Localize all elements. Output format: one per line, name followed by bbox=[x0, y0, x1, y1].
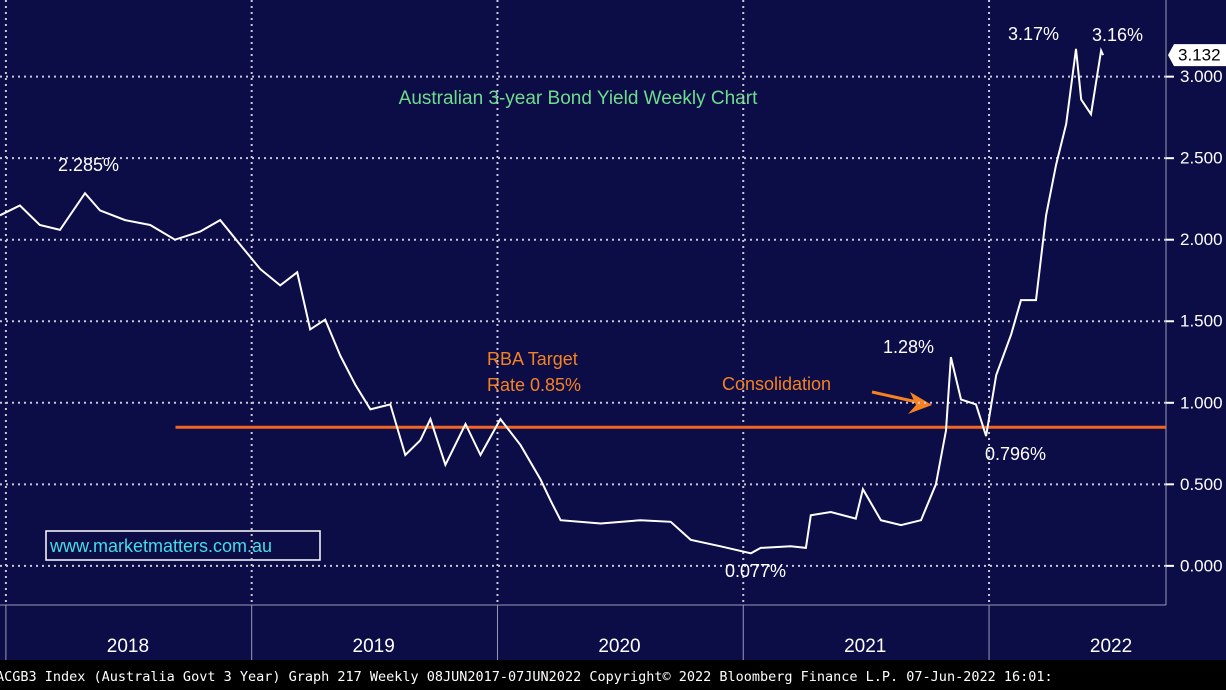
footer: ACGB3 Index (Australia Govt 3 Year) Grap… bbox=[0, 669, 1053, 685]
x-tick-label: 2018 bbox=[107, 636, 149, 657]
y-tick-label: 2.000 bbox=[1180, 230, 1223, 249]
annotation: 2.285% bbox=[58, 155, 119, 175]
x-tick-label: 2021 bbox=[844, 636, 886, 657]
annotation: 1.28% bbox=[883, 337, 934, 357]
annotation: 0.077% bbox=[725, 561, 786, 581]
annotation: RBA Target bbox=[487, 349, 578, 369]
y-tick-label: 0.500 bbox=[1180, 475, 1223, 494]
watermark-box bbox=[45, 530, 321, 561]
annotation: 0.796% bbox=[985, 444, 1046, 464]
x-tick-label: 2020 bbox=[598, 636, 640, 657]
watermark: www.marketmatters.com.au bbox=[49, 536, 272, 556]
last-value-label: 3.132 bbox=[1178, 46, 1221, 65]
y-tick-label: 1.000 bbox=[1180, 393, 1223, 412]
annotation: Consolidation bbox=[722, 374, 831, 394]
background bbox=[0, 0, 1226, 660]
chart-title: Australian 3-year Bond Yield Weekly Char… bbox=[399, 88, 758, 109]
line bbox=[0, 47, 1105, 555]
x-tick-label: 2022 bbox=[1090, 636, 1132, 657]
last-value-box bbox=[1168, 44, 1226, 67]
y-tick-label: 2.500 bbox=[1180, 149, 1223, 168]
y-tick-label: 1.500 bbox=[1180, 312, 1223, 331]
annotation: 3.17% bbox=[1008, 24, 1059, 44]
footer-band bbox=[0, 660, 1226, 690]
y-tick-label: 0.000 bbox=[1180, 556, 1223, 575]
annotation: Rate 0.85% bbox=[487, 375, 581, 395]
annotation: 3.16% bbox=[1092, 25, 1143, 45]
y-tick-label: 3.000 bbox=[1180, 67, 1223, 86]
x-tick-label: 2019 bbox=[353, 636, 395, 657]
